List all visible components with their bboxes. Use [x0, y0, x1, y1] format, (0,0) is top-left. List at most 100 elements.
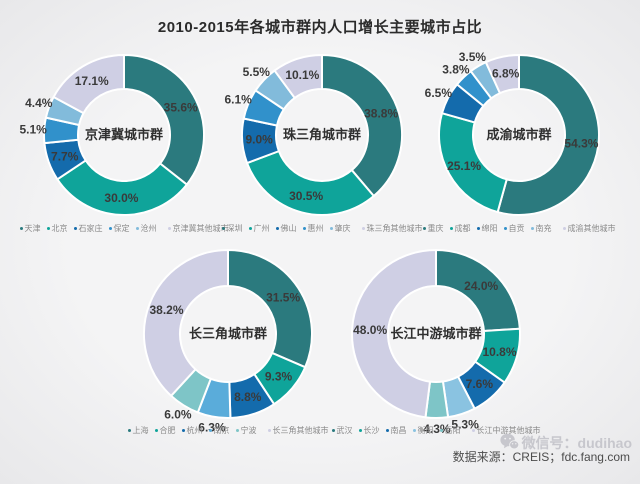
donut-slice-京津冀其他城市 — [52, 54, 125, 115]
legend-label: 北京 — [51, 224, 68, 233]
slice-value-label: 9.3% — [265, 369, 293, 383]
legend-marker — [275, 227, 279, 230]
legend-marker — [235, 429, 239, 432]
slice-value-label: 30.5% — [289, 189, 323, 203]
legend-label: 杭州 — [186, 426, 203, 435]
legend-item: 成渝其他城市 — [562, 224, 616, 233]
legend-item: 长江中游其他城市 — [471, 426, 541, 435]
legend-item: 杭州 — [181, 426, 203, 435]
legend-marker — [181, 429, 185, 432]
slice-value-label: 17.1% — [75, 74, 109, 88]
legend-item: 衡阳 — [412, 426, 434, 435]
legend-marker — [562, 227, 566, 230]
legend-marker — [108, 227, 112, 230]
legend-marker — [530, 227, 534, 230]
legend-marker — [167, 227, 171, 230]
legend-marker — [412, 429, 416, 432]
legend-marker — [267, 429, 271, 432]
legend-marker — [135, 227, 139, 230]
legend-marker — [46, 227, 50, 230]
legend-marker — [208, 429, 212, 432]
slice-value-label: 3.8% — [442, 62, 470, 76]
slice-value-label: 35.6% — [164, 101, 198, 115]
chart-legend: 重庆 成都 绵阳 自贡 南充 成渝其他城市 — [409, 223, 629, 234]
legend-item: 肇庆 — [329, 224, 351, 233]
legend-label: 肇庆 — [334, 224, 351, 233]
legend-item: 广州 — [248, 224, 270, 233]
legend-label: 南充 — [535, 224, 552, 233]
legend-item: 长沙 — [358, 426, 380, 435]
slice-value-label: 38.2% — [149, 303, 183, 317]
legend-marker — [331, 429, 335, 432]
legend-label: 南京 — [213, 426, 230, 435]
legend-item: 自贡 — [503, 224, 525, 233]
donut-slice-珠三角其他城市 — [273, 54, 323, 99]
legend-item: 京津冀其他城市 — [167, 224, 229, 233]
legend-marker — [449, 227, 453, 230]
legend-label: 成渝其他城市 — [567, 224, 616, 233]
legend-marker — [439, 429, 443, 432]
legend-marker — [302, 227, 306, 230]
legend-marker — [248, 227, 252, 230]
legend-item: 保定 — [108, 224, 130, 233]
chart-title: 2010-2015年各城市群内人口增长主要城市占比 — [157, 19, 483, 36]
donut-slice-重庆 — [496, 54, 600, 216]
donut-slice-长江中游其他城市 — [351, 249, 437, 419]
slice-value-label: 9.0% — [245, 133, 273, 147]
legend-label: 南昌 — [390, 426, 407, 435]
slice-value-label: 10.8% — [482, 345, 516, 359]
legend-marker — [329, 227, 333, 230]
legend-label: 上海 — [132, 426, 149, 435]
wechat-id-text: 微信号：dudihao — [521, 435, 632, 451]
legend-item: 合肥 — [154, 426, 176, 435]
legend-marker — [385, 429, 389, 432]
slice-value-label: 5.1% — [19, 123, 47, 137]
legend-label: 长江中游其他城市 — [476, 426, 541, 435]
data-source-text: 数据来源：CREIS；fdc.fang.com — [452, 450, 630, 464]
wechat-icon — [499, 433, 519, 453]
legend-item: 深圳 — [221, 224, 243, 233]
donut-chart-zhusanjiao: 38.8% 30.5% 9.0% 6.1% 5.5% 10.1% 珠三角城市群 — [224, 54, 403, 216]
legend-item: 石家庄 — [73, 224, 103, 233]
legend-marker — [19, 227, 23, 230]
slice-value-label: 8.8% — [234, 390, 262, 404]
legend-marker — [361, 227, 365, 230]
chart-legend: 深圳 广州 佛山 惠州 肇庆 珠三角其他城市 — [212, 223, 432, 234]
legend-item: 北京 — [46, 224, 68, 233]
legend-item: 沧州 — [135, 224, 157, 233]
slice-value-label: 24.0% — [464, 279, 498, 293]
legend-label: 重庆 — [427, 224, 444, 233]
slice-value-label: 6.8% — [492, 66, 520, 80]
donut-slice-北京 — [56, 159, 188, 216]
legend-label: 长沙 — [363, 426, 380, 435]
slice-value-label: 5.5% — [243, 65, 271, 79]
slice-value-label: 6.1% — [224, 93, 252, 107]
legend-item: 岳阳 — [439, 426, 461, 435]
legend-marker — [358, 429, 362, 432]
legend-item: 上海 — [127, 426, 149, 435]
slice-value-label: 25.1% — [447, 159, 481, 173]
wechat-id-watermark: 微信号：dudihao — [499, 433, 632, 453]
legend-label: 长三角其他城市 — [272, 426, 329, 435]
legend-label: 衡阳 — [417, 426, 434, 435]
donut-slice-上海 — [227, 249, 313, 369]
legend-label: 武汉 — [336, 426, 353, 435]
legend-marker — [154, 429, 158, 432]
legend-item: 南京 — [208, 426, 230, 435]
slice-value-label: 7.6% — [466, 377, 494, 391]
legend-label: 保定 — [113, 224, 130, 233]
slice-value-label: 30.0% — [104, 191, 138, 205]
legend-label: 岳阳 — [444, 426, 461, 435]
slice-value-label: 5.3% — [451, 417, 479, 431]
legend-label: 天津 — [24, 224, 41, 233]
chart-changsanjiao: 31.5% 9.3% 8.8% 6.3% 6.0% 38.2% 长三角城市群 上海 合肥 杭州 南… — [113, 246, 343, 436]
legend-item: 长三角其他城市 — [267, 426, 329, 435]
slice-value-label: 3.5% — [459, 50, 487, 64]
slice-value-label: 6.5% — [425, 86, 453, 100]
donut-center-label: 长三角城市群 — [189, 326, 267, 341]
chart-changjiangzhongyou: 24.0% 10.8% 7.6% 5.3% 4.3% 48.0% 长江中游城市群 武汉 长沙 南… — [321, 246, 551, 436]
donut-center-label: 成渝城市群 — [486, 127, 551, 142]
chart-legend: 上海 合肥 杭州 南京 宁波 长三角其他城市 — [113, 425, 343, 436]
legend-label: 深圳 — [226, 224, 243, 233]
